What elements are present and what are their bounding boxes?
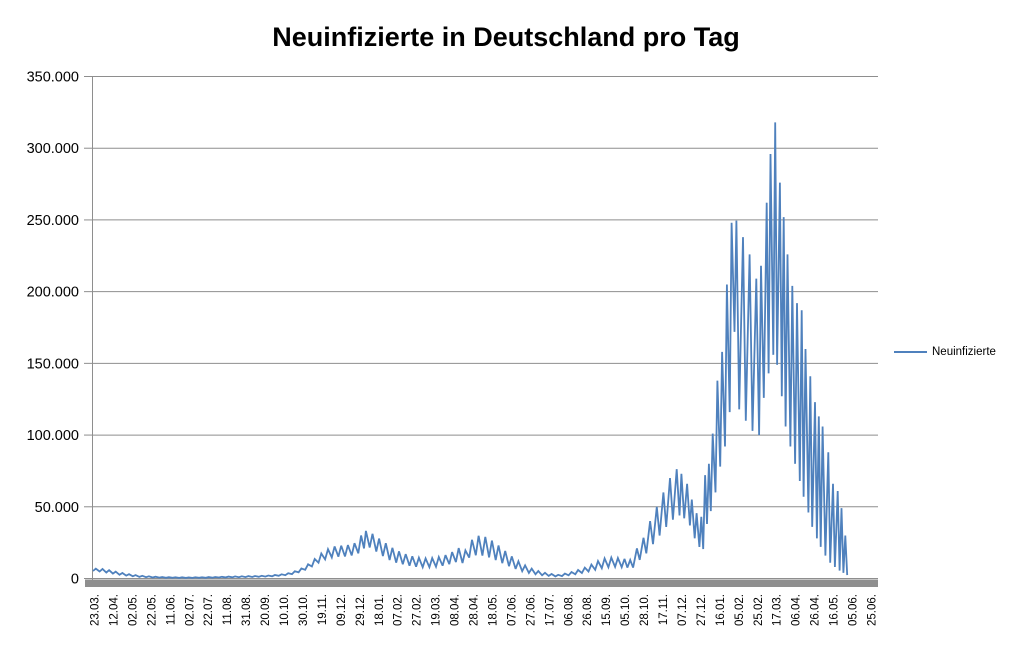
x-axis-label: 02.05. xyxy=(127,594,139,626)
y-axis-label: 100.000 xyxy=(27,428,79,444)
x-axis-label: 19.03. xyxy=(431,594,443,626)
x-axis-label: 17.07. xyxy=(544,594,556,626)
legend: Neuinfizierte xyxy=(894,346,996,358)
x-axis-label: 19.11. xyxy=(317,594,329,625)
legend-label: Neuinfizierte xyxy=(932,346,996,358)
x-axis-label: 18.05. xyxy=(487,594,499,626)
x-axis-label: 06.08. xyxy=(563,594,575,626)
y-axis-label: 150.000 xyxy=(27,356,79,372)
x-axis-label: 22.05. xyxy=(146,594,158,626)
y-axis-label: 300.000 xyxy=(27,141,79,157)
x-axis-label: 31.08. xyxy=(241,594,253,626)
x-axis-label: 25.02. xyxy=(753,594,765,626)
x-axis-label: 05.02. xyxy=(734,594,746,626)
x-axis-label: 07.02. xyxy=(393,594,405,626)
x-axis-label: 23.03. xyxy=(90,594,102,626)
x-axis-label: 17.03. xyxy=(772,594,784,626)
x-axis-label: 30.10. xyxy=(298,594,310,626)
x-axis-bar xyxy=(85,579,878,587)
x-axis-label: 15.09. xyxy=(601,594,613,626)
x-axis-label: 09.12. xyxy=(336,594,348,626)
x-axis-label: 07.12. xyxy=(677,594,689,626)
x-axis-label: 25.06. xyxy=(866,594,878,626)
y-axis-label: 200.000 xyxy=(27,285,79,301)
x-axis-label: 28.04. xyxy=(469,594,481,626)
chart-title: Neuinfizierte in Deutschland pro Tag xyxy=(272,22,740,52)
x-axis-label: 22.07. xyxy=(203,594,215,626)
x-axis-label: 27.06. xyxy=(525,594,537,626)
x-axis-label: 16.05. xyxy=(829,594,841,626)
x-axis-label: 12.04. xyxy=(108,594,120,626)
legend-line-sample xyxy=(894,351,927,353)
x-axis-label: 18.01. xyxy=(374,594,386,626)
x-axis-label: 11.08. xyxy=(222,594,234,625)
x-axis-label: 17.11. xyxy=(658,594,670,625)
x-axis-label: 26.08. xyxy=(582,594,594,626)
x-axis-label: 27.12. xyxy=(696,594,708,626)
series-line-neuinfizierte xyxy=(92,122,849,579)
y-axis-label: 350.000 xyxy=(27,70,79,86)
x-axis-label: 10.10. xyxy=(279,594,291,626)
y-axis-label: 50.000 xyxy=(35,500,79,516)
x-axis-label: 16.01. xyxy=(715,594,727,626)
y-axis-label: 0 xyxy=(71,572,79,588)
y-axis-label: 250.000 xyxy=(27,213,79,229)
x-axis-label: 08.04. xyxy=(450,594,462,626)
x-axis-label: 29.12. xyxy=(355,594,367,626)
x-axis-label: 27.02. xyxy=(412,594,424,626)
x-axis-label: 28.10. xyxy=(639,594,651,626)
x-axis-label: 06.04. xyxy=(791,594,803,626)
x-axis-label: 02.07. xyxy=(184,594,196,626)
x-axis-label: 26.04. xyxy=(810,594,822,626)
x-axis-label: 05.06. xyxy=(848,594,860,626)
x-axis-label: 07.06. xyxy=(506,594,518,626)
x-axis-label: 05.10. xyxy=(620,594,632,626)
x-axis-label: 11.06. xyxy=(165,594,177,625)
x-axis-label: 20.09. xyxy=(260,594,272,626)
